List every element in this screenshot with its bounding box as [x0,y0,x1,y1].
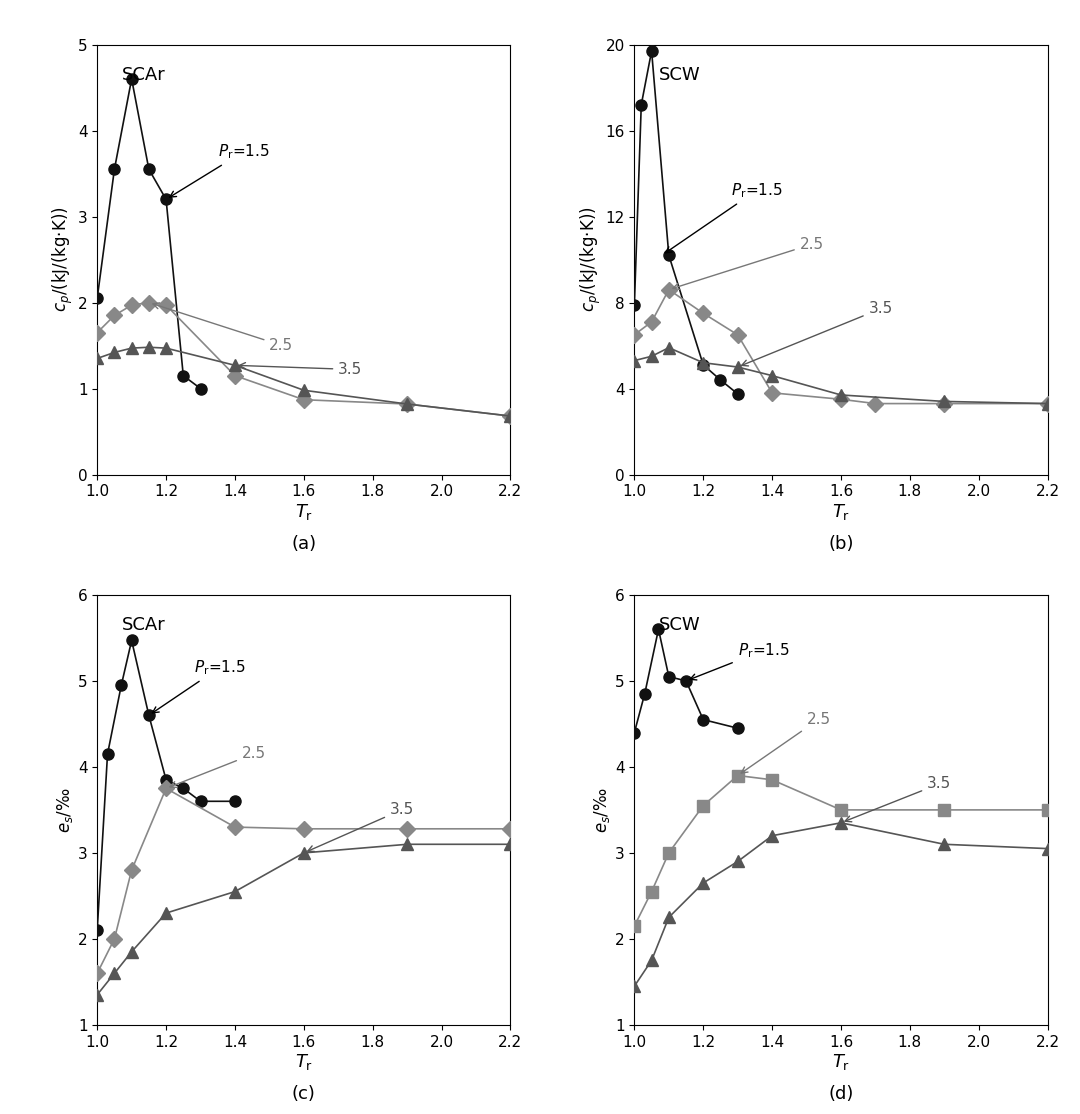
Text: (b): (b) [828,535,854,553]
Text: SCW: SCW [659,66,701,84]
Text: (d): (d) [828,1085,853,1103]
Y-axis label: $e_s$/‰: $e_s$/‰ [592,786,612,833]
Text: 3.5: 3.5 [308,802,414,851]
Text: SCAr: SCAr [122,616,165,634]
Text: 2.5: 2.5 [741,712,831,773]
Text: $P_\mathrm{r}$=1.5: $P_\mathrm{r}$=1.5 [170,143,269,197]
Text: 2.5: 2.5 [153,303,294,353]
X-axis label: $T_\mathrm{r}$: $T_\mathrm{r}$ [832,502,850,522]
X-axis label: $T_\mathrm{r}$: $T_\mathrm{r}$ [295,1053,313,1073]
X-axis label: $T_\mathrm{r}$: $T_\mathrm{r}$ [295,502,313,522]
Text: (c): (c) [292,1085,315,1103]
Text: $P_\mathrm{r}$=1.5: $P_\mathrm{r}$=1.5 [690,642,789,680]
Text: $P_\mathrm{r}$=1.5: $P_\mathrm{r}$=1.5 [152,658,245,713]
Text: $P_\mathrm{r}$=1.5: $P_\mathrm{r}$=1.5 [665,182,783,253]
Text: 3.5: 3.5 [240,362,363,377]
Text: SCW: SCW [659,616,701,634]
Text: 2.5: 2.5 [673,237,824,290]
Text: SCAr: SCAr [122,66,165,84]
X-axis label: $T_\mathrm{r}$: $T_\mathrm{r}$ [832,1053,850,1073]
Text: (a): (a) [292,535,316,553]
Text: 3.5: 3.5 [742,301,893,365]
Text: 2.5: 2.5 [170,746,266,788]
Y-axis label: $c_p$/(kJ/(kg·K)): $c_p$/(kJ/(kg·K)) [578,207,603,312]
Y-axis label: $e_s$/‰: $e_s$/‰ [55,786,75,833]
Y-axis label: $c_p$/(kJ/(kg·K)): $c_p$/(kJ/(kg·K)) [51,207,75,312]
Text: 3.5: 3.5 [845,776,951,822]
